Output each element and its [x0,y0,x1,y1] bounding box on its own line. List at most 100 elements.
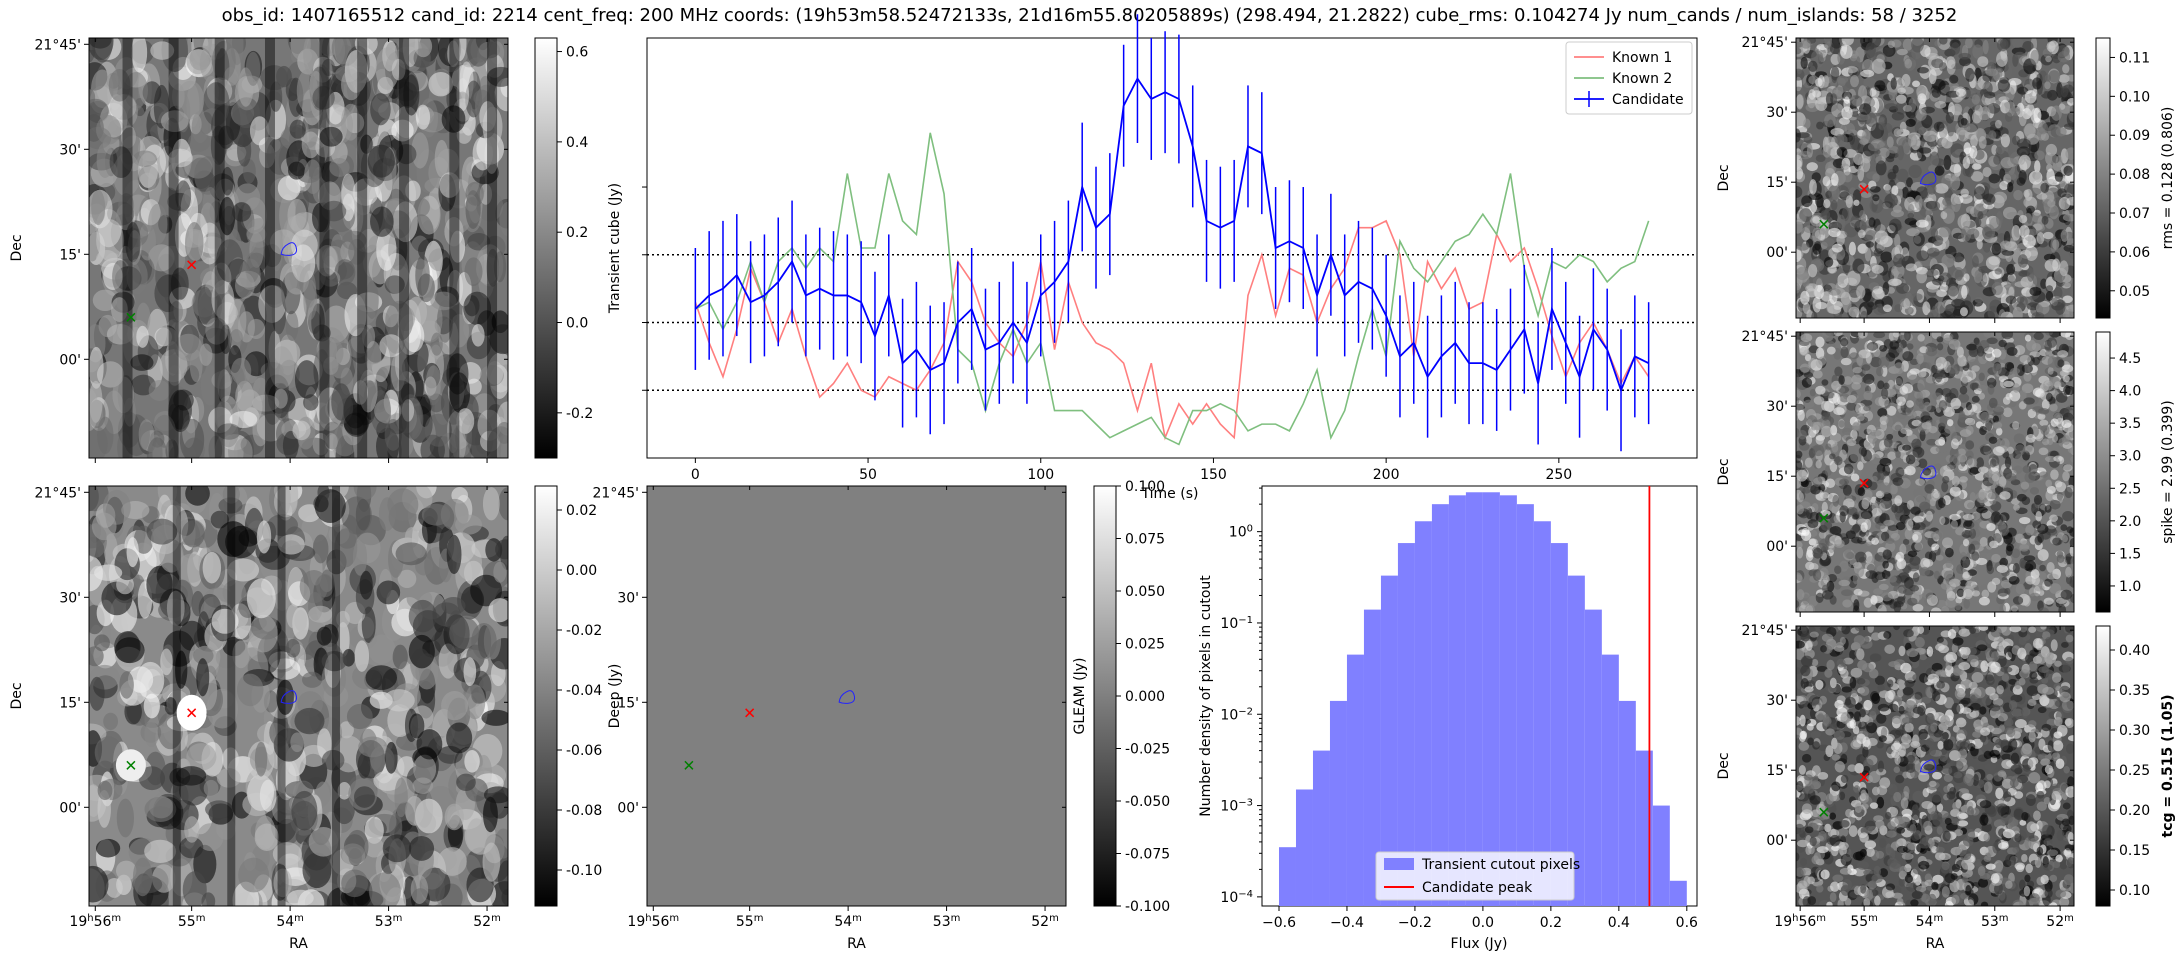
image-blob [346,703,373,730]
image-blob [150,41,175,60]
image-blob [217,521,250,557]
image-blob [447,806,460,829]
image-blob [382,834,412,863]
image-blob [1796,396,1800,405]
colorbar-tick-label: 2.0 [2119,514,2141,530]
image-blob [488,598,508,623]
image-blob [97,780,113,801]
image-blob [1871,502,1879,511]
image-blob [1991,553,2001,563]
image-blob [2032,77,2042,90]
image-blob [1972,731,1982,738]
image-blob [2045,290,2054,302]
image-blob [2040,182,2050,194]
image-blob [2009,390,2021,402]
image-blob [1980,901,1989,906]
image-blob [1859,103,1872,115]
image-blob [1833,514,1841,523]
image-blob [2044,504,2052,513]
image-blob [1946,364,1958,374]
image-blob [1857,142,1864,155]
image-blob [1815,194,1824,208]
image-blob [272,842,302,866]
colorbar-tick-label: 1.5 [2119,546,2141,562]
image-blob [341,103,361,141]
image-blob [2019,354,2032,364]
colorbar-label: Deep (Jy) [607,664,623,729]
dec-tick-label: 00' [1766,245,1788,261]
image-blob [1799,346,1810,356]
image-blob [1951,514,1958,522]
image-blob [1981,589,1990,599]
image-blob [1915,108,1927,121]
image-blob [1946,419,1954,427]
image-blob [1845,195,1853,209]
image-blob [1961,376,1968,384]
image-blob [1851,536,1863,544]
image-blob [1972,44,1984,59]
image-blob [2058,604,2067,612]
image-blob [451,425,467,458]
image-blob [1910,506,1921,515]
image-blob [1884,399,1891,409]
image-blob [1999,491,2011,500]
image-blob [1916,269,1928,284]
image-blob [1893,263,1905,279]
image-blob [1893,253,1906,268]
image-blob [321,200,347,222]
image-blob [1796,154,1803,171]
image-blob [2014,444,2026,456]
image-blob [1890,209,1904,218]
image-blob [1991,281,2003,296]
image-blob [1813,369,1823,379]
image-blob [1812,421,1821,431]
image-blob [1948,82,1959,89]
image-blob [2013,189,2023,201]
image-blob [1830,424,1838,436]
image-blob [408,634,435,669]
image-blob [2057,188,2067,198]
image-blob [2002,396,2011,405]
image-blob [1887,524,1899,531]
image-blob [89,189,113,229]
image-blob [1917,379,1925,392]
image-stripe [214,38,225,458]
image-blob [344,294,367,337]
image-blob [2035,302,2050,315]
image-blob [1900,427,1910,435]
image-blob [2041,215,2049,225]
image-blob [336,281,358,300]
image-blob [1964,499,1975,510]
image-blob [364,816,384,844]
image-blob [1816,121,1824,130]
image-blob [1836,214,1846,229]
colorbar [2095,331,2111,613]
image-blob [1907,562,1920,572]
image-blob [1871,537,1879,545]
image-blob [2066,196,2074,206]
image-blob [2046,573,2057,580]
rms-texture [1796,38,2074,318]
image-blob [370,93,391,126]
image-blob [354,38,378,55]
image-blob [2018,214,2028,224]
image-blob [287,161,306,180]
image-blob [218,196,236,236]
image-blob [118,193,135,218]
image-blob [1897,584,1907,594]
image-blob [329,157,350,177]
image-blob [408,599,437,633]
image-blob [1866,556,1875,565]
ra-tick-label: 54m [834,913,862,931]
dec-tick-label: 15' [59,695,81,711]
image-blob [1995,427,2003,436]
image-blob [2016,138,2031,149]
image-blob [1938,226,1951,238]
image-blob [1878,123,1887,131]
image-blob [446,722,473,754]
image-blob [2056,491,2064,501]
image-blob [1875,160,1887,176]
image-blob [1843,463,1854,475]
image-blob [1908,97,1917,113]
image-blob [1969,467,1981,475]
